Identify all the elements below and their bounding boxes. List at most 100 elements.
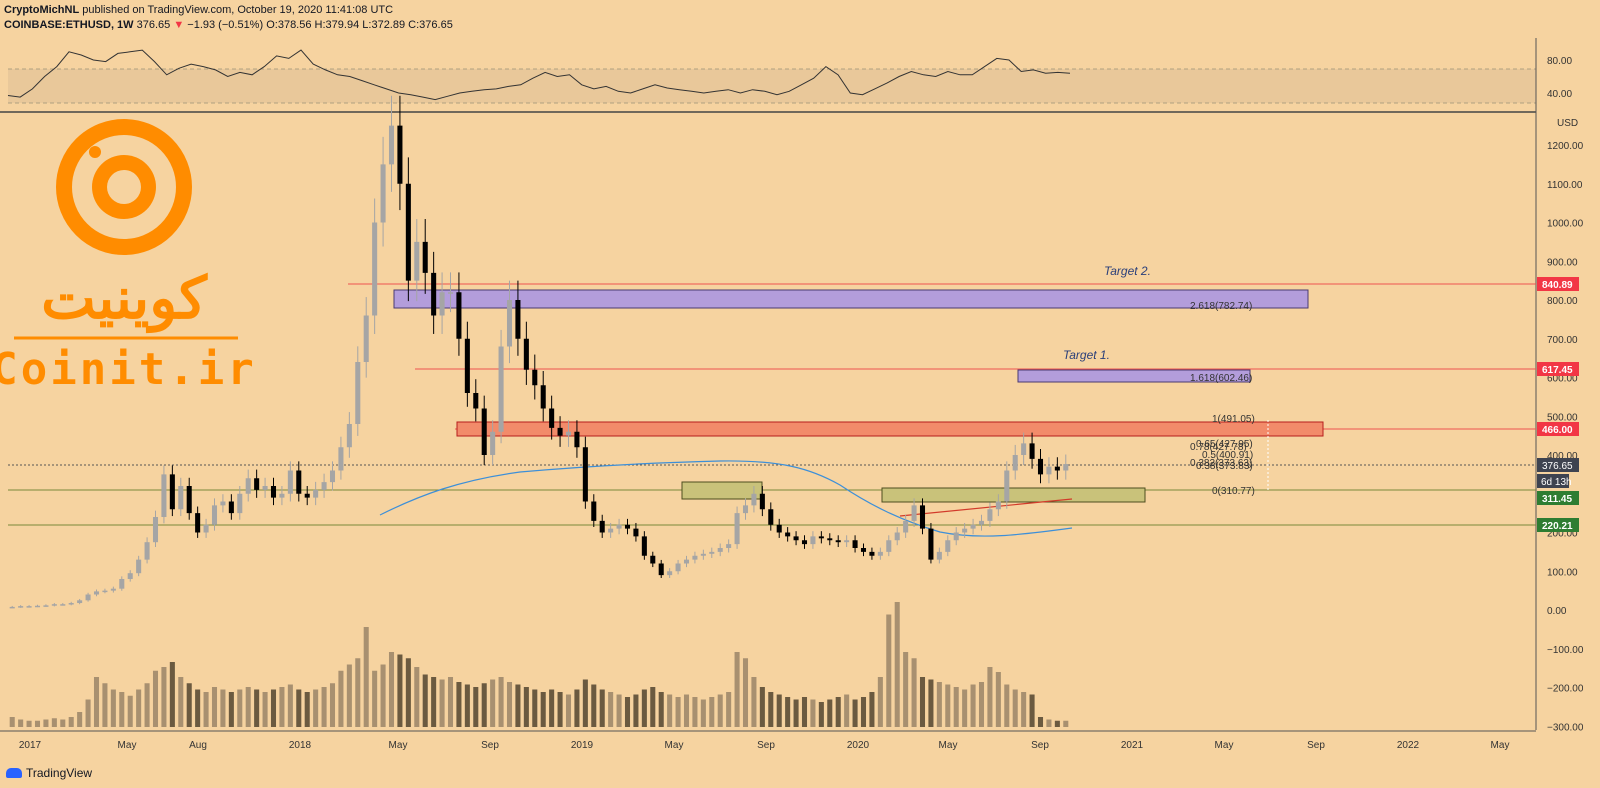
candle-body[interactable] [742, 505, 749, 514]
candle-body[interactable] [557, 427, 563, 436]
support-zone-2020[interactable] [881, 487, 1146, 503]
candle-body[interactable] [675, 563, 681, 572]
candle-body[interactable] [903, 520, 909, 533]
candle-body[interactable] [43, 605, 49, 607]
symbol-label[interactable]: COINBASE:ETHUSD, 1W [4, 19, 134, 31]
candle-body[interactable] [51, 604, 57, 606]
candle-body[interactable] [26, 606, 32, 608]
moving-average-200w[interactable] [379, 460, 1073, 537]
candle-body[interactable] [195, 513, 201, 533]
candle-body[interactable] [262, 486, 268, 490]
candle-body[interactable] [734, 513, 740, 545]
candle-body[interactable] [978, 520, 985, 525]
candle-body[interactable] [304, 493, 310, 498]
candle-body[interactable] [532, 369, 538, 386]
candle-body[interactable] [1004, 470, 1010, 502]
candle-body[interactable] [296, 470, 302, 494]
candle-body[interactable] [928, 528, 934, 560]
target-1-zone[interactable] [1017, 369, 1251, 383]
candle-body[interactable] [717, 548, 723, 552]
candle-body[interactable] [431, 272, 437, 316]
candle-body[interactable] [700, 553, 706, 556]
candle-body[interactable] [667, 571, 673, 576]
candle-body[interactable] [161, 474, 167, 517]
candle-body[interactable] [237, 493, 243, 514]
publisher-name[interactable]: CryptoMichNL [4, 4, 80, 16]
candle-body[interactable] [852, 540, 858, 548]
tradingview-footer[interactable]: TradingView [6, 766, 92, 780]
candle-body[interactable] [565, 431, 572, 436]
candle-body[interactable] [759, 493, 765, 510]
candle-body[interactable] [582, 447, 588, 502]
candle-body[interactable] [119, 579, 125, 589]
candle-body[interactable] [34, 605, 41, 608]
candle-body[interactable] [515, 300, 521, 339]
candle-body[interactable] [481, 408, 487, 456]
resistance-zone[interactable] [456, 421, 1324, 437]
candle-body[interactable] [616, 524, 622, 529]
candle-body[interactable] [650, 555, 656, 564]
candle-body[interactable] [397, 125, 403, 184]
candle-body[interactable] [692, 555, 698, 560]
time-axis[interactable]: 2017 May Aug 2018 May Sep 2019 May Sep 2020 May Sep… [19, 740, 1510, 751]
candle-body[interactable] [818, 536, 824, 539]
candle-body[interactable] [953, 532, 959, 541]
candle-body[interactable] [1021, 443, 1027, 455]
candle-body[interactable] [456, 292, 462, 339]
candle-body[interactable] [523, 338, 529, 370]
candle-body[interactable] [591, 501, 597, 521]
candle-body[interactable] [641, 536, 647, 556]
candle-body[interactable] [945, 540, 951, 552]
candle-body[interactable] [211, 505, 218, 525]
candle-body[interactable] [338, 447, 344, 471]
candle-body[interactable] [110, 588, 116, 591]
candle-body[interactable] [321, 482, 327, 490]
candle-body[interactable] [355, 362, 361, 424]
candle-body[interactable] [844, 540, 850, 543]
candle-body[interactable] [658, 563, 664, 576]
candle-body[interactable] [987, 509, 993, 521]
candle-body[interactable] [683, 559, 690, 564]
candle-body[interactable] [85, 594, 91, 601]
candle-body[interactable] [77, 600, 83, 604]
candle-body[interactable] [827, 538, 833, 541]
candle-body[interactable] [245, 478, 251, 494]
candle-body[interactable] [169, 474, 175, 510]
candle-body[interactable] [624, 524, 631, 529]
candle-body[interactable] [549, 408, 555, 428]
price-candles[interactable] [9, 95, 1069, 609]
candle-body[interactable] [152, 517, 159, 543]
candle-body[interactable] [127, 573, 133, 579]
candle-body[interactable] [633, 528, 639, 537]
candle-body[interactable] [911, 505, 917, 521]
candle-body[interactable] [785, 532, 791, 537]
candle-body[interactable] [1046, 466, 1052, 475]
candle-body[interactable] [439, 292, 445, 316]
candle-body[interactable] [372, 222, 378, 316]
candle-body[interactable] [1063, 464, 1069, 471]
candle-body[interactable] [936, 551, 942, 560]
candle-body[interactable] [136, 559, 142, 574]
candle-body[interactable] [346, 424, 352, 448]
candle-body[interactable] [894, 532, 900, 541]
candle-body[interactable] [1029, 443, 1035, 459]
candle-body[interactable] [793, 536, 799, 541]
candle-body[interactable] [287, 470, 293, 494]
candle-body[interactable] [962, 528, 968, 533]
candle-body[interactable] [18, 606, 24, 608]
candle-body[interactable] [93, 591, 100, 595]
price-badges[interactable]: 840.89 617.45 466.00 376.65 6d 13h 311.4… [1537, 277, 1579, 532]
candle-body[interactable] [490, 431, 496, 455]
candle-body[interactable] [540, 385, 546, 409]
candle-body[interactable] [751, 493, 757, 506]
candle-body[interactable] [363, 315, 369, 363]
candle-body[interactable] [414, 241, 420, 281]
candle-body[interactable] [144, 542, 150, 560]
candle-body[interactable] [498, 346, 504, 432]
candle-body[interactable] [422, 241, 428, 273]
candle-body[interactable] [203, 524, 209, 533]
candle-body[interactable] [995, 501, 1001, 510]
candle-body[interactable] [726, 544, 732, 548]
candle-body[interactable] [1054, 466, 1060, 471]
